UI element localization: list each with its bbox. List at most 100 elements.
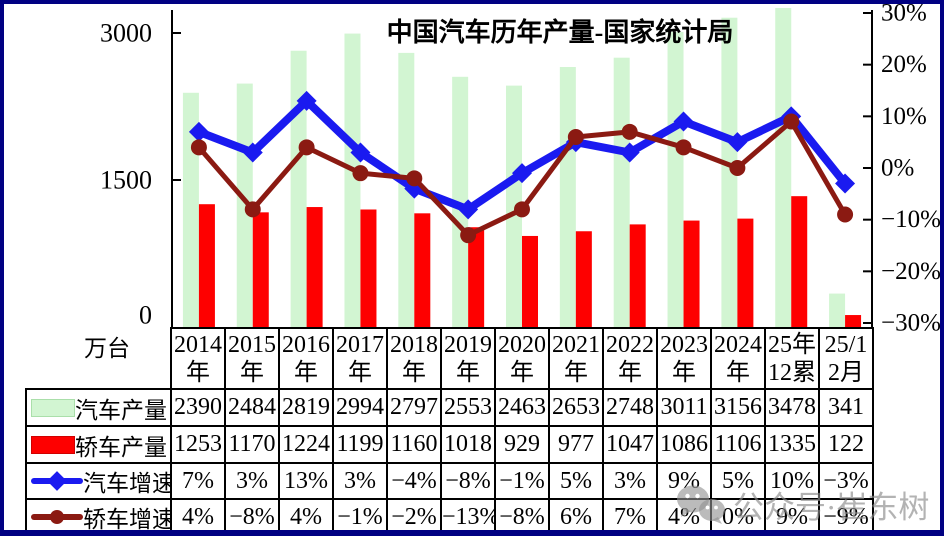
right-axis-tick-label: −20% [881,258,941,285]
value-cell: 2797 [386,388,442,427]
value-cell: −1% [494,462,550,500]
value-cell: 1253 [170,425,226,464]
year-header-cell: 2014 年 [170,327,226,390]
legend-cell: 汽车产量 [25,388,172,427]
value-cell: 341 [818,388,874,427]
sedan-production-bar [198,204,215,327]
right-axis-tick-label: 20% [881,51,927,78]
auto-production-bar [829,293,846,327]
diamond-marker [512,163,532,184]
value-cell: 2463 [494,388,550,427]
sedan-production-bar [791,196,808,327]
left-axis-unit-label: 万台 [84,336,130,361]
diamond-marker [673,111,694,132]
year-header-cell: 2021 年 [548,327,604,390]
value-cell: 1170 [224,425,280,464]
auto-production-bar [667,31,684,327]
sedan-production-bar [414,213,431,327]
auto-production-swatch [31,398,75,417]
value-cell: −8% [494,498,550,536]
value-cell: 2819 [278,388,334,427]
circle-marker [783,113,800,130]
value-cell: −4% [386,462,442,500]
auto-production-bar [452,76,469,327]
value-cell: 0% [710,498,766,536]
diamond-marker [242,142,263,163]
circle-marker [298,139,315,156]
sedan-growth-swatch [31,507,83,527]
year-header-cell: 2018 年 [386,327,442,390]
circle-marker [352,165,369,182]
sedan-production-bar [683,220,700,327]
value-cell: 929 [494,425,550,464]
right-axis-tick-label: −10% [881,206,941,233]
year-header-cell: 2023 年 [656,327,712,390]
value-cell: 9% [764,498,820,536]
value-cell: 9% [656,462,712,500]
sedan-production-bar [737,218,754,327]
sedan-production-bar [360,209,377,327]
circle-marker [190,139,207,156]
value-cell: 1106 [710,425,766,464]
circle-marker [621,123,638,140]
value-cell: 3478 [764,388,820,427]
circle-marker [460,227,477,244]
sedan-production-bar [575,231,592,327]
year-header-cell: 25年 12累 [764,327,820,390]
right-axis-tick-label: 30% [881,0,927,26]
value-cell: −2% [386,498,442,536]
year-header-cell: 2017 年 [332,327,388,390]
year-header-cell: 2015 年 [224,327,280,390]
auto-production-bar [775,8,792,327]
legend-cell: 汽车增速 [25,462,172,500]
value-cell: 2484 [224,388,280,427]
left-axis-tick-label: 0 [139,301,152,330]
value-cell: 122 [818,425,874,464]
circle-marker [675,139,692,156]
value-cell: −8% [440,462,496,500]
value-cell: 3% [602,462,658,500]
value-cell: −8% [224,498,280,536]
left-axis-tick-label: 3000 [100,19,152,48]
value-cell: −9% [818,498,874,536]
legend-label: 汽车产量 [75,397,167,423]
value-cell: 977 [548,425,604,464]
diamond-marker [727,132,748,153]
sedan-production-bar [845,315,862,327]
left-axis-tick-label: 1500 [100,166,152,195]
value-cell: 3% [332,462,388,500]
legend-cell: 轿车增速 [25,498,172,536]
diamond-marker [835,173,856,194]
value-cell: 3156 [710,388,766,427]
legend-cell: 轿车产量 [25,425,172,464]
auto-growth-swatch [31,471,83,491]
right-axis-tick-label: 0% [881,155,914,182]
diamond-marker [350,142,371,163]
right-axis-tick-label: −30% [881,310,941,337]
auto-production-bar [344,33,361,327]
circle-marker [244,201,261,218]
sedan-production-bar [522,235,538,327]
value-cell: 3% [224,462,280,500]
value-cell: 2390 [170,388,226,427]
sedan-production-bar [252,212,269,327]
auto-production-bar [721,17,738,327]
table-corner-blank [26,328,171,389]
value-cell: −13% [440,498,496,536]
sedan-production-bar [306,207,323,327]
value-cell: 10% [764,462,820,500]
value-cell: 7% [170,462,226,500]
sedan-production-swatch [31,435,75,454]
value-cell: 13% [278,462,334,500]
value-cell: −3% [818,462,874,500]
value-cell: 1086 [656,425,712,464]
year-header-cell: 2022 年 [602,327,658,390]
value-cell: 5% [710,462,766,500]
auto-production-bar [290,50,307,327]
diamond-marker [619,142,640,163]
sedan-production-bar [468,227,485,327]
diamond-marker [188,121,209,142]
value-cell: 6% [548,498,604,536]
value-cell: 2994 [332,388,388,427]
